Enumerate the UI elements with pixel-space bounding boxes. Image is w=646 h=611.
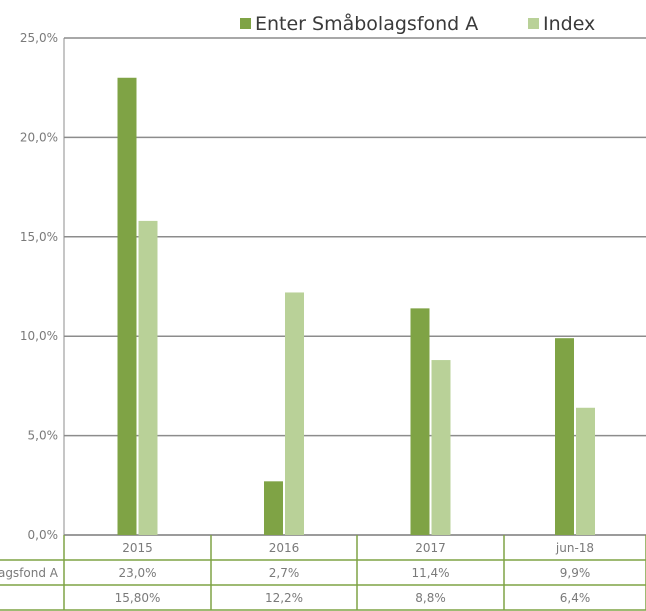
legend-swatch-enter-smabolagsfond-a: [240, 18, 251, 29]
bar-index-2016: [285, 292, 304, 535]
legend: Enter Småbolagsfond A Index: [240, 12, 595, 35]
category-label: 2016: [269, 541, 300, 555]
bars: [117, 77, 595, 535]
y-tick-label: 20,0%: [20, 130, 58, 144]
bar-enter-smabolagsfond-a-2015: [117, 77, 137, 535]
bar-index-2017: [431, 360, 451, 535]
table-cell-value: 23,0%: [118, 566, 156, 580]
table-row-label: Enter Småbolagsfond A: [0, 566, 59, 580]
y-tick-label: 10,0%: [20, 329, 58, 343]
bar-index-jun-18: [576, 407, 595, 535]
table-cell-value: 6,4%: [560, 591, 591, 605]
bar-enter-smabolagsfond-a-2016: [264, 481, 283, 535]
table-cell-value: 9,9%: [560, 566, 591, 580]
table-cell-value: 15,80%: [115, 591, 161, 605]
bar-enter-smabolagsfond-a-jun-18: [555, 338, 574, 535]
legend-label-index: Index: [543, 13, 595, 35]
category-label: 2015: [122, 541, 153, 555]
y-tick-label: 0,0%: [28, 528, 59, 542]
y-tick-label: 25,0%: [20, 31, 58, 45]
y-tick-label: 15,0%: [20, 230, 58, 244]
table-cell-value: 2,7%: [269, 566, 300, 580]
legend-label-enter-smabolagsfond-a: Enter Småbolagsfond A: [255, 12, 478, 35]
data-table: 2015 2016 2017 jun-18 Enter Småbolagsfond A 2…: [0, 535, 646, 611]
category-label: 2017: [415, 541, 446, 555]
bar-enter-smabolagsfond-a-2017: [410, 308, 430, 535]
table-cell-value: 12,2%: [265, 591, 303, 605]
bar-index-2015: [138, 220, 158, 535]
table-cell-value: 8,8%: [415, 591, 446, 605]
gridlines: [63, 37, 646, 536]
table-cell-value: 11,4%: [411, 566, 449, 580]
y-axis-tick-labels: 0,0% 5,0% 10,0% 15,0% 20,0% 25,0%: [20, 31, 58, 542]
y-tick-label: 5,0%: [28, 429, 59, 443]
category-label: jun-18: [555, 541, 594, 555]
legend-swatch-index: [528, 18, 539, 29]
